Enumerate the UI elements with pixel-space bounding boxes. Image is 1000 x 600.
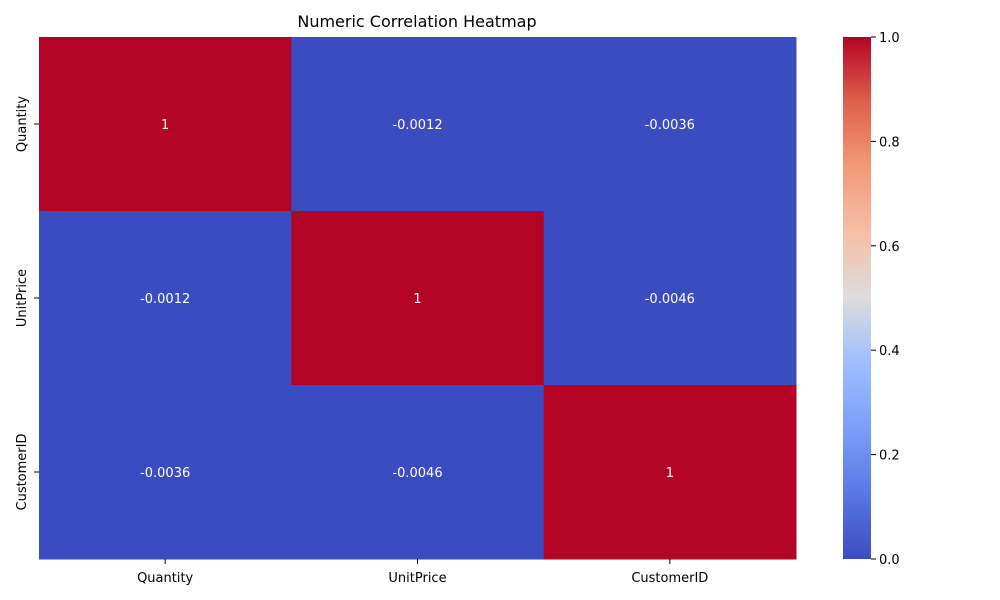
cell-value-label: -0.0046 <box>645 292 695 307</box>
cell-value-label: -0.0036 <box>645 118 695 133</box>
y-tick-label: UnitPrice <box>15 269 30 327</box>
cell-value-label: 1 <box>413 292 421 307</box>
x-tick-label: UnitPrice <box>388 571 446 586</box>
heatmap-cell <box>39 211 292 386</box>
heatmap-cells <box>39 37 797 560</box>
colorbar-tick-label: 0.2 <box>879 449 900 464</box>
colorbar-tick-label: 0.8 <box>879 135 900 150</box>
heatmap-cell <box>291 37 545 212</box>
cell-value-label: 1 <box>161 118 169 133</box>
heatmap-cell-labels: 1 -0.0012 -0.0036 -0.0012 1 -0.0046 -0.0036 -0.… <box>140 118 695 481</box>
cell-value-label: -0.0046 <box>392 466 442 481</box>
heatmap-cell <box>39 37 292 212</box>
colorbar-tick-label: 0.6 <box>879 240 900 255</box>
heatmap-cell <box>543 385 797 560</box>
y-tick-label: Quantity <box>15 96 30 152</box>
cell-value-label: 1 <box>666 466 674 481</box>
cell-value-label: -0.0036 <box>140 466 190 481</box>
cell-value-label: -0.0012 <box>392 118 442 133</box>
heatmap-cell <box>543 37 797 212</box>
colorbar <box>843 37 871 559</box>
colorbar-tick-label: 1.0 <box>879 31 900 46</box>
x-axis: Quantity UnitPrice CustomerID <box>137 559 708 586</box>
colorbar-tick-label: 0.4 <box>879 344 900 359</box>
x-tick-label: Quantity <box>137 571 193 586</box>
x-tick-label: CustomerID <box>631 571 708 586</box>
y-axis: Quantity UnitPrice CustomerID <box>15 96 39 511</box>
cell-value-label: -0.0012 <box>140 292 190 307</box>
heatmap-cell <box>543 211 797 386</box>
chart-title: Numeric Correlation Heatmap <box>297 12 536 31</box>
colorbar-axis: 0.0 0.2 0.4 0.6 0.8 1.0 <box>871 31 900 568</box>
heatmap-cell <box>39 385 292 560</box>
colorbar-tick-label: 0.0 <box>879 553 900 568</box>
heatmap-cell <box>291 211 545 386</box>
y-tick-label: CustomerID <box>15 434 30 511</box>
heatmap-cell <box>291 385 545 560</box>
